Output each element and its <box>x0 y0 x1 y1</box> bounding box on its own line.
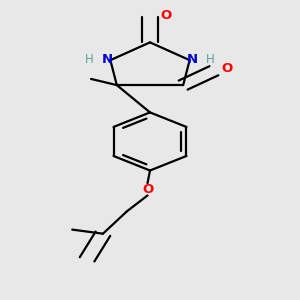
Text: N: N <box>187 52 198 66</box>
Text: N: N <box>102 52 113 66</box>
Text: O: O <box>222 61 233 74</box>
Text: O: O <box>142 183 153 196</box>
Text: O: O <box>160 9 172 22</box>
Text: H: H <box>85 52 94 66</box>
Text: H: H <box>206 52 215 66</box>
